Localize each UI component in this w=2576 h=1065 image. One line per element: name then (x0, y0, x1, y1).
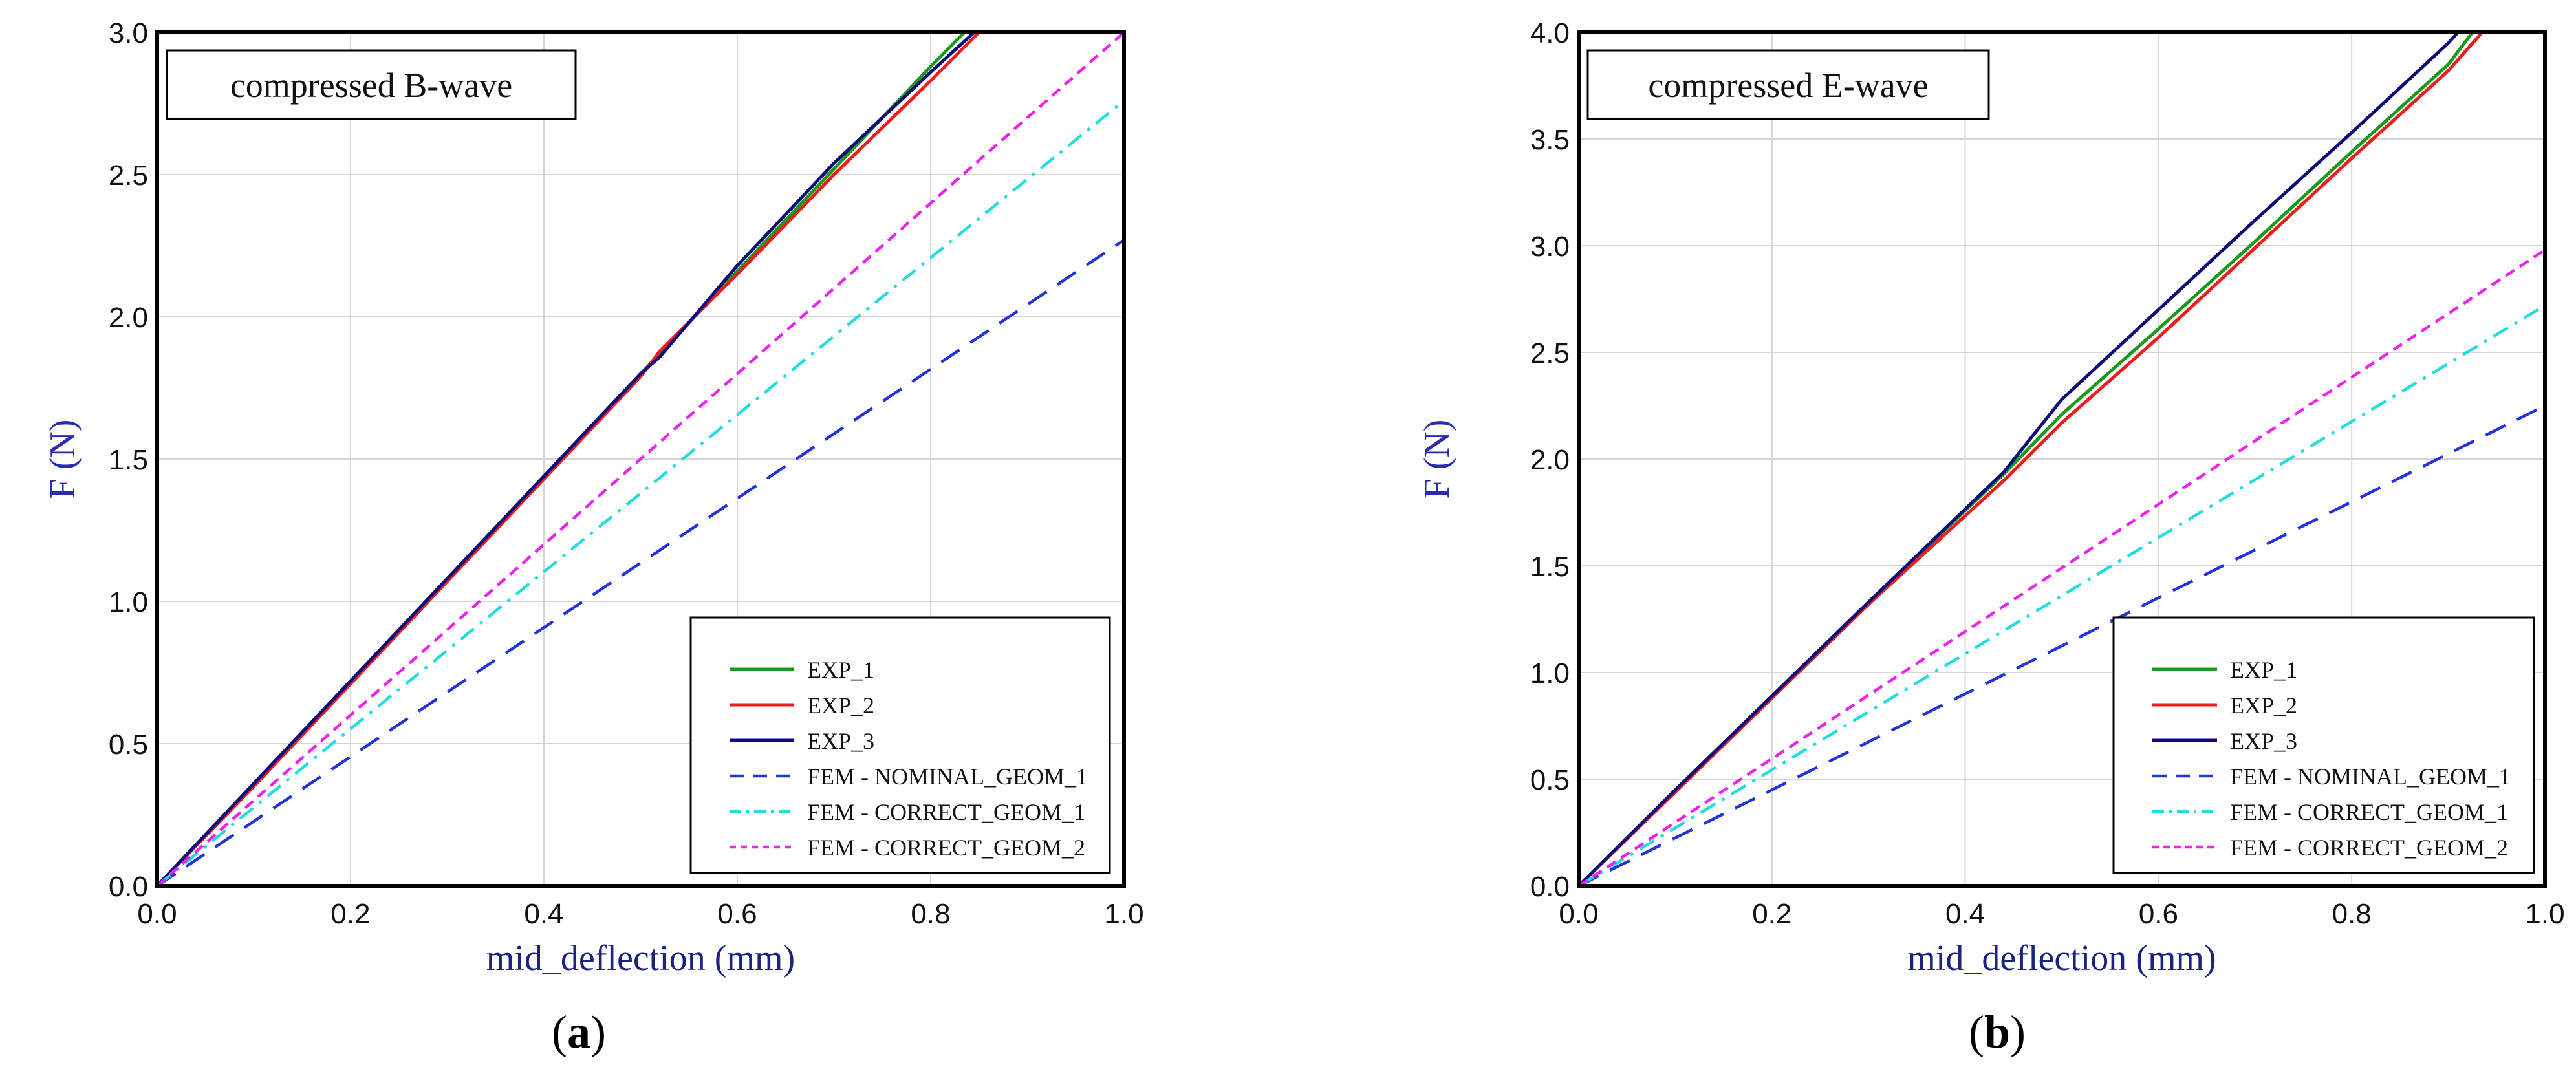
y-tick-label: 2.0 (109, 302, 148, 334)
series-line-fem-correct-geom-1 (156, 99, 1125, 887)
y-tick-label: 0.5 (1530, 764, 1570, 796)
legend-box (2112, 616, 2535, 874)
y-tick-label: 0.0 (109, 871, 148, 903)
legend-label: EXP_2 (807, 693, 874, 718)
y-tick-label: 3.5 (1530, 124, 1570, 156)
title-box (166, 49, 577, 120)
x-tick-label: 0.0 (137, 898, 177, 930)
x-axis-label: mid_deflection (mm) (486, 938, 795, 978)
x-tick-label: 1.0 (2525, 898, 2564, 930)
panel-a: 0.0 0.2 0.4 0.6 0.8 1.0 0.0 0.5 1.0 1.5 2.0 2.5 3.0 m… (43, 17, 1144, 1058)
x-tick-label: 0.4 (524, 898, 563, 930)
y-tick-label: 1.5 (1530, 551, 1570, 583)
plot-frame (155, 30, 1126, 888)
y-tick-label: 4.0 (1530, 17, 1570, 49)
series-line-exp-2 (156, 31, 980, 887)
panel-caption: (a) (552, 1006, 606, 1058)
y-tick-label: 0.0 (1530, 871, 1570, 903)
legend-label: FEM - NOMINAL_GEOM_1 (2230, 764, 2511, 790)
x-tick-label: 1.0 (1104, 898, 1143, 930)
y-tick-label: 3.0 (109, 17, 148, 49)
series-line-fem-nominal-geom-1 (1577, 404, 2546, 888)
legend-label: EXP_2 (2230, 693, 2297, 718)
series-line-fem-correct-geom-2 (156, 31, 1125, 887)
y-tick-label: 1.5 (109, 444, 148, 476)
legend-box (689, 616, 1111, 874)
series-line-exp-3 (1577, 31, 2460, 887)
legend-label: EXP_1 (2230, 657, 2297, 683)
legend-label: FEM - CORRECT_GEOM_2 (2230, 835, 2508, 861)
y-tick-label: 2.0 (1530, 444, 1570, 476)
panel-caption-letter: b (1984, 1006, 2010, 1058)
y-tick-label: 2.5 (109, 160, 148, 191)
plot-frame (1577, 30, 2547, 888)
legend-label: FEM - CORRECT_GEOM_1 (807, 799, 1085, 825)
x-tick-label: 0.6 (717, 898, 757, 930)
legend-label: FEM - NOMINAL_GEOM_1 (807, 764, 1088, 790)
x-tick-label: 0.8 (2332, 898, 2372, 930)
series-line-exp-3 (156, 31, 975, 887)
panel-caption-open: ( (1969, 1006, 1984, 1058)
series-line-fem-correct-geom-2 (1577, 248, 2546, 887)
y-tick-label: 1.0 (109, 586, 148, 618)
chart-title: compressed E-wave (1648, 66, 1928, 105)
x-tick-label: 0.0 (1559, 898, 1598, 930)
legend-label: EXP_1 (807, 657, 874, 683)
panel-b: 0.0 0.2 0.4 0.6 0.8 1.0 0.0 0.5 1.0 1.5 2.0 2.5 3.0 3… (1417, 17, 2565, 1058)
series-line-fem-correct-geom-1 (1577, 304, 2546, 887)
x-axis-label: mid_deflection (mm) (1907, 938, 2216, 978)
legend-label: FEM - CORRECT_GEOM_1 (2230, 799, 2508, 825)
legend-label: FEM - CORRECT_GEOM_2 (807, 835, 1085, 861)
panel-caption-letter: a (567, 1006, 590, 1058)
y-axis-label: F (N) (1417, 420, 1457, 499)
x-tick-label: 0.2 (1752, 898, 1791, 930)
x-tick-label: 0.8 (911, 898, 950, 930)
legend-label: EXP_3 (807, 728, 874, 754)
x-tick-label: 0.2 (330, 898, 370, 930)
y-tick-label: 0.5 (109, 729, 148, 760)
x-tick-label: 0.6 (2139, 898, 2178, 930)
y-tick-label: 3.0 (1530, 231, 1570, 263)
y-axis-label: F (N) (43, 420, 83, 499)
panel-caption-open: ( (552, 1006, 567, 1058)
legend-label: EXP_3 (2230, 728, 2297, 754)
chart-title: compressed B-wave (230, 66, 512, 105)
x-tick-label: 0.4 (1945, 898, 1985, 930)
panel-caption-close: ) (590, 1006, 606, 1058)
panel-caption: (b) (1969, 1006, 2026, 1058)
title-box (1586, 49, 1990, 120)
y-tick-label: 1.0 (1530, 658, 1570, 689)
panel-caption-close: ) (2010, 1006, 2026, 1058)
y-tick-label: 2.5 (1530, 338, 1570, 369)
series-line-fem-nominal-geom-1 (156, 239, 1125, 887)
